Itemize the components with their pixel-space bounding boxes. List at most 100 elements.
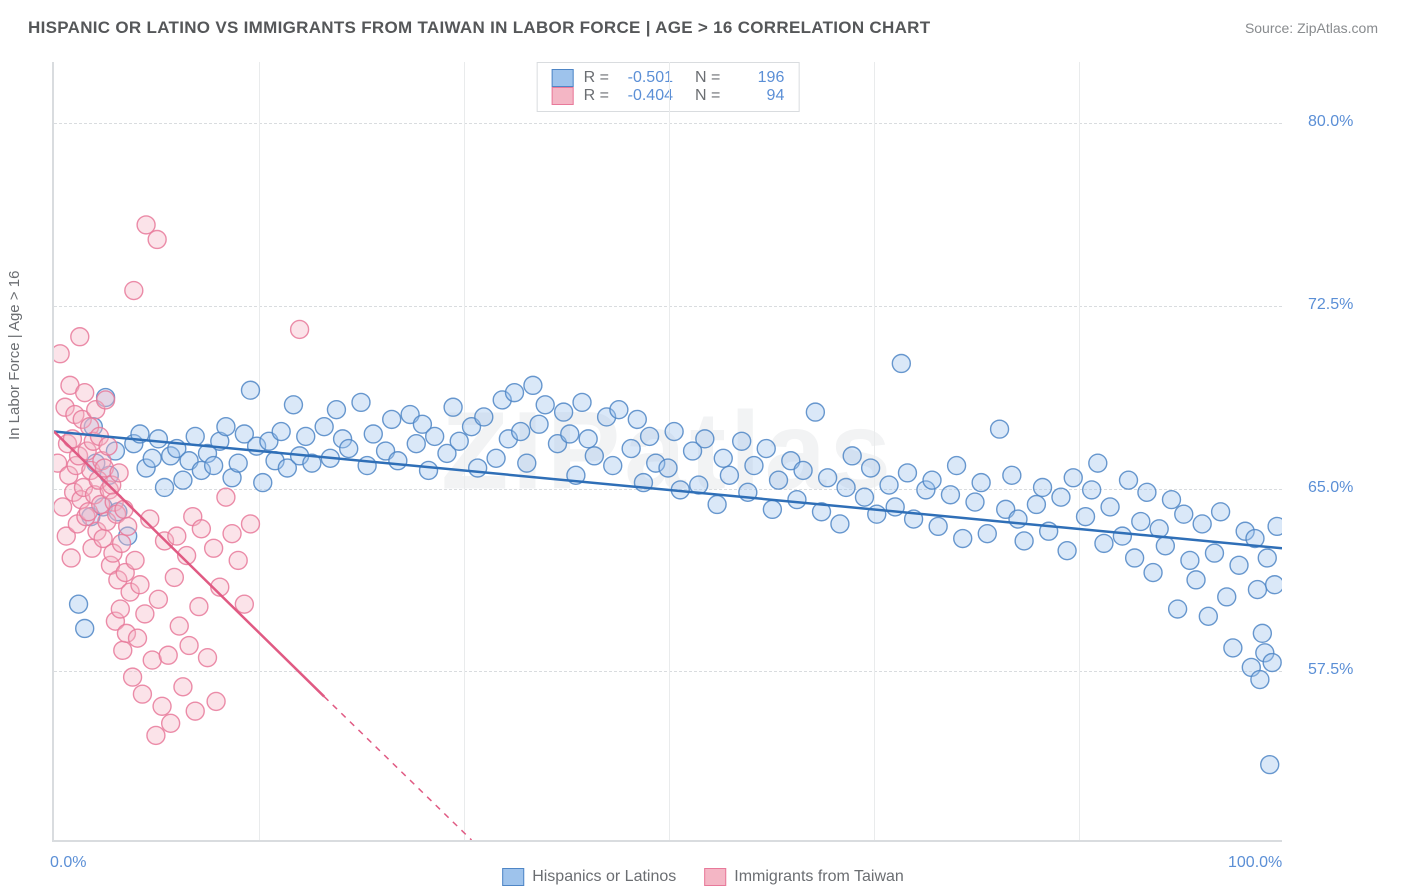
xtick-label: 0.0% — [50, 854, 86, 872]
data-point — [1193, 515, 1211, 533]
data-point — [1261, 756, 1279, 774]
data-point — [297, 427, 315, 445]
data-point — [420, 461, 438, 479]
data-point — [518, 454, 536, 472]
data-point — [110, 464, 128, 482]
data-point — [99, 437, 117, 455]
data-point — [880, 476, 898, 494]
data-point — [1251, 671, 1269, 689]
data-point — [113, 534, 131, 552]
data-point — [62, 549, 80, 567]
data-point — [536, 396, 554, 414]
ytick-label: 72.5% — [1308, 296, 1353, 314]
data-point — [585, 447, 603, 465]
data-point — [898, 464, 916, 482]
data-point — [819, 469, 837, 487]
data-point — [143, 651, 161, 669]
data-point — [954, 530, 972, 548]
data-point — [1089, 454, 1107, 472]
data-point — [1064, 469, 1082, 487]
data-point — [444, 398, 462, 416]
data-point — [119, 517, 137, 535]
data-point — [217, 488, 235, 506]
data-point — [1248, 581, 1266, 599]
data-point — [407, 435, 425, 453]
data-point — [156, 478, 174, 496]
data-point — [837, 478, 855, 496]
data-point — [340, 440, 358, 458]
data-point — [131, 576, 149, 594]
data-point — [573, 393, 591, 411]
data-point — [610, 401, 628, 419]
data-point — [1212, 503, 1230, 521]
source: Source: ZipAtlas.com — [1245, 20, 1378, 36]
data-point — [1162, 491, 1180, 509]
source-name: ZipAtlas.com — [1297, 20, 1378, 36]
data-point — [162, 714, 180, 732]
data-point — [133, 685, 151, 703]
data-point — [1009, 510, 1027, 528]
data-point — [966, 493, 984, 511]
data-point — [241, 381, 259, 399]
data-point — [641, 427, 659, 445]
data-point — [659, 459, 677, 477]
data-point — [1187, 571, 1205, 589]
data-point — [383, 410, 401, 428]
title-bar: HISPANIC OR LATINO VS IMMIGRANTS FROM TA… — [28, 18, 1378, 38]
data-point — [948, 457, 966, 475]
data-point — [124, 668, 142, 686]
legend-label: Immigrants from Taiwan — [734, 868, 904, 886]
trend-line-dash — [324, 697, 471, 840]
data-point — [426, 427, 444, 445]
data-point — [720, 466, 738, 484]
data-point — [136, 605, 154, 623]
data-point — [941, 486, 959, 504]
data-point — [1003, 466, 1021, 484]
data-point — [1253, 624, 1271, 642]
data-point — [315, 418, 333, 436]
data-point — [892, 354, 910, 372]
data-point — [76, 384, 94, 402]
data-point — [241, 515, 259, 533]
source-label: Source: — [1245, 20, 1297, 36]
data-point — [159, 646, 177, 664]
data-point — [714, 449, 732, 467]
data-point — [284, 396, 302, 414]
data-point — [352, 393, 370, 411]
data-point — [70, 595, 88, 613]
data-point — [788, 491, 806, 509]
data-point — [862, 459, 880, 477]
data-point — [1268, 517, 1282, 535]
data-point — [978, 525, 996, 543]
data-point — [207, 692, 225, 710]
ytick-label: 80.0% — [1308, 113, 1353, 131]
data-point — [1205, 544, 1223, 562]
scatter-svg — [54, 62, 1282, 840]
data-point — [923, 471, 941, 489]
data-point — [126, 551, 144, 569]
data-point — [149, 430, 167, 448]
data-point — [229, 551, 247, 569]
data-point — [143, 449, 161, 467]
data-point — [180, 637, 198, 655]
legend-swatch — [704, 868, 726, 886]
data-point — [579, 430, 597, 448]
data-point — [174, 678, 192, 696]
data-point — [192, 520, 210, 538]
data-point — [831, 515, 849, 533]
data-point — [199, 649, 217, 667]
data-point — [217, 418, 235, 436]
data-point — [148, 231, 166, 249]
data-point — [469, 459, 487, 477]
data-point — [389, 452, 407, 470]
bottom-legend: Hispanics or LatinosImmigrants from Taiw… — [502, 868, 904, 886]
legend-item: Immigrants from Taiwan — [704, 868, 904, 886]
data-point — [129, 629, 147, 647]
data-point — [665, 423, 683, 441]
data-point — [1230, 556, 1248, 574]
data-point — [327, 401, 345, 419]
data-point — [991, 420, 1009, 438]
data-point — [1058, 542, 1076, 560]
data-point — [205, 539, 223, 557]
data-point — [254, 474, 272, 492]
